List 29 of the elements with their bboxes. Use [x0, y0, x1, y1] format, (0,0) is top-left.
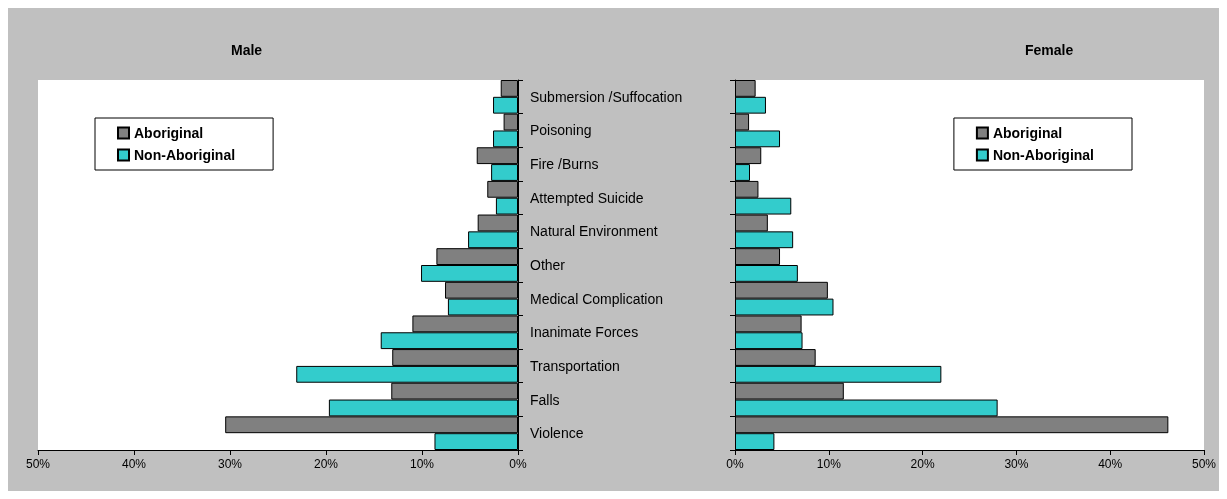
x-tick-label: 50%	[25, 457, 51, 471]
y-tick-label: Poisoning	[530, 122, 592, 139]
legend-label: Non-Aboriginal	[134, 147, 236, 163]
x-tick-label: 0%	[726, 457, 744, 471]
y-tick-label: Inanimate Forces	[530, 324, 639, 341]
x-tick-label: 50%	[1191, 457, 1217, 471]
x-tick-label: 0%	[509, 457, 527, 471]
y-tick-label: Attempted Suicide	[530, 189, 644, 206]
x-tick-label: 40%	[121, 457, 147, 471]
y-tick-label: Fire /Burns	[530, 156, 599, 173]
chart-title: Female	[1025, 42, 1074, 58]
y-tick-label: Submersion /Suffocation	[530, 88, 683, 105]
y-tick-label: Natural Environment	[530, 223, 658, 240]
chart-title: Male	[231, 42, 263, 58]
x-tick-label: 20%	[910, 457, 935, 471]
y-tick-label: Falls	[530, 391, 560, 408]
y-tick-label: Other	[530, 257, 566, 273]
x-tick-label: 10%	[409, 457, 435, 471]
x-tick-label: 40%	[1098, 457, 1123, 471]
x-tick-label: 20%	[313, 457, 339, 471]
x-tick-label: 10%	[816, 457, 842, 471]
legend-label: Aboriginal	[134, 125, 204, 141]
legend-label: Non-Aboriginal	[992, 147, 1095, 163]
x-tick-label: 30%	[1004, 457, 1029, 471]
y-tick-label: Transportation	[530, 357, 620, 374]
y-tick-label: Medical Complication	[530, 290, 664, 307]
legend-label: Aboriginal	[992, 125, 1063, 141]
y-tick-label: Violence	[530, 425, 584, 442]
x-tick-label: 30%	[217, 457, 243, 471]
